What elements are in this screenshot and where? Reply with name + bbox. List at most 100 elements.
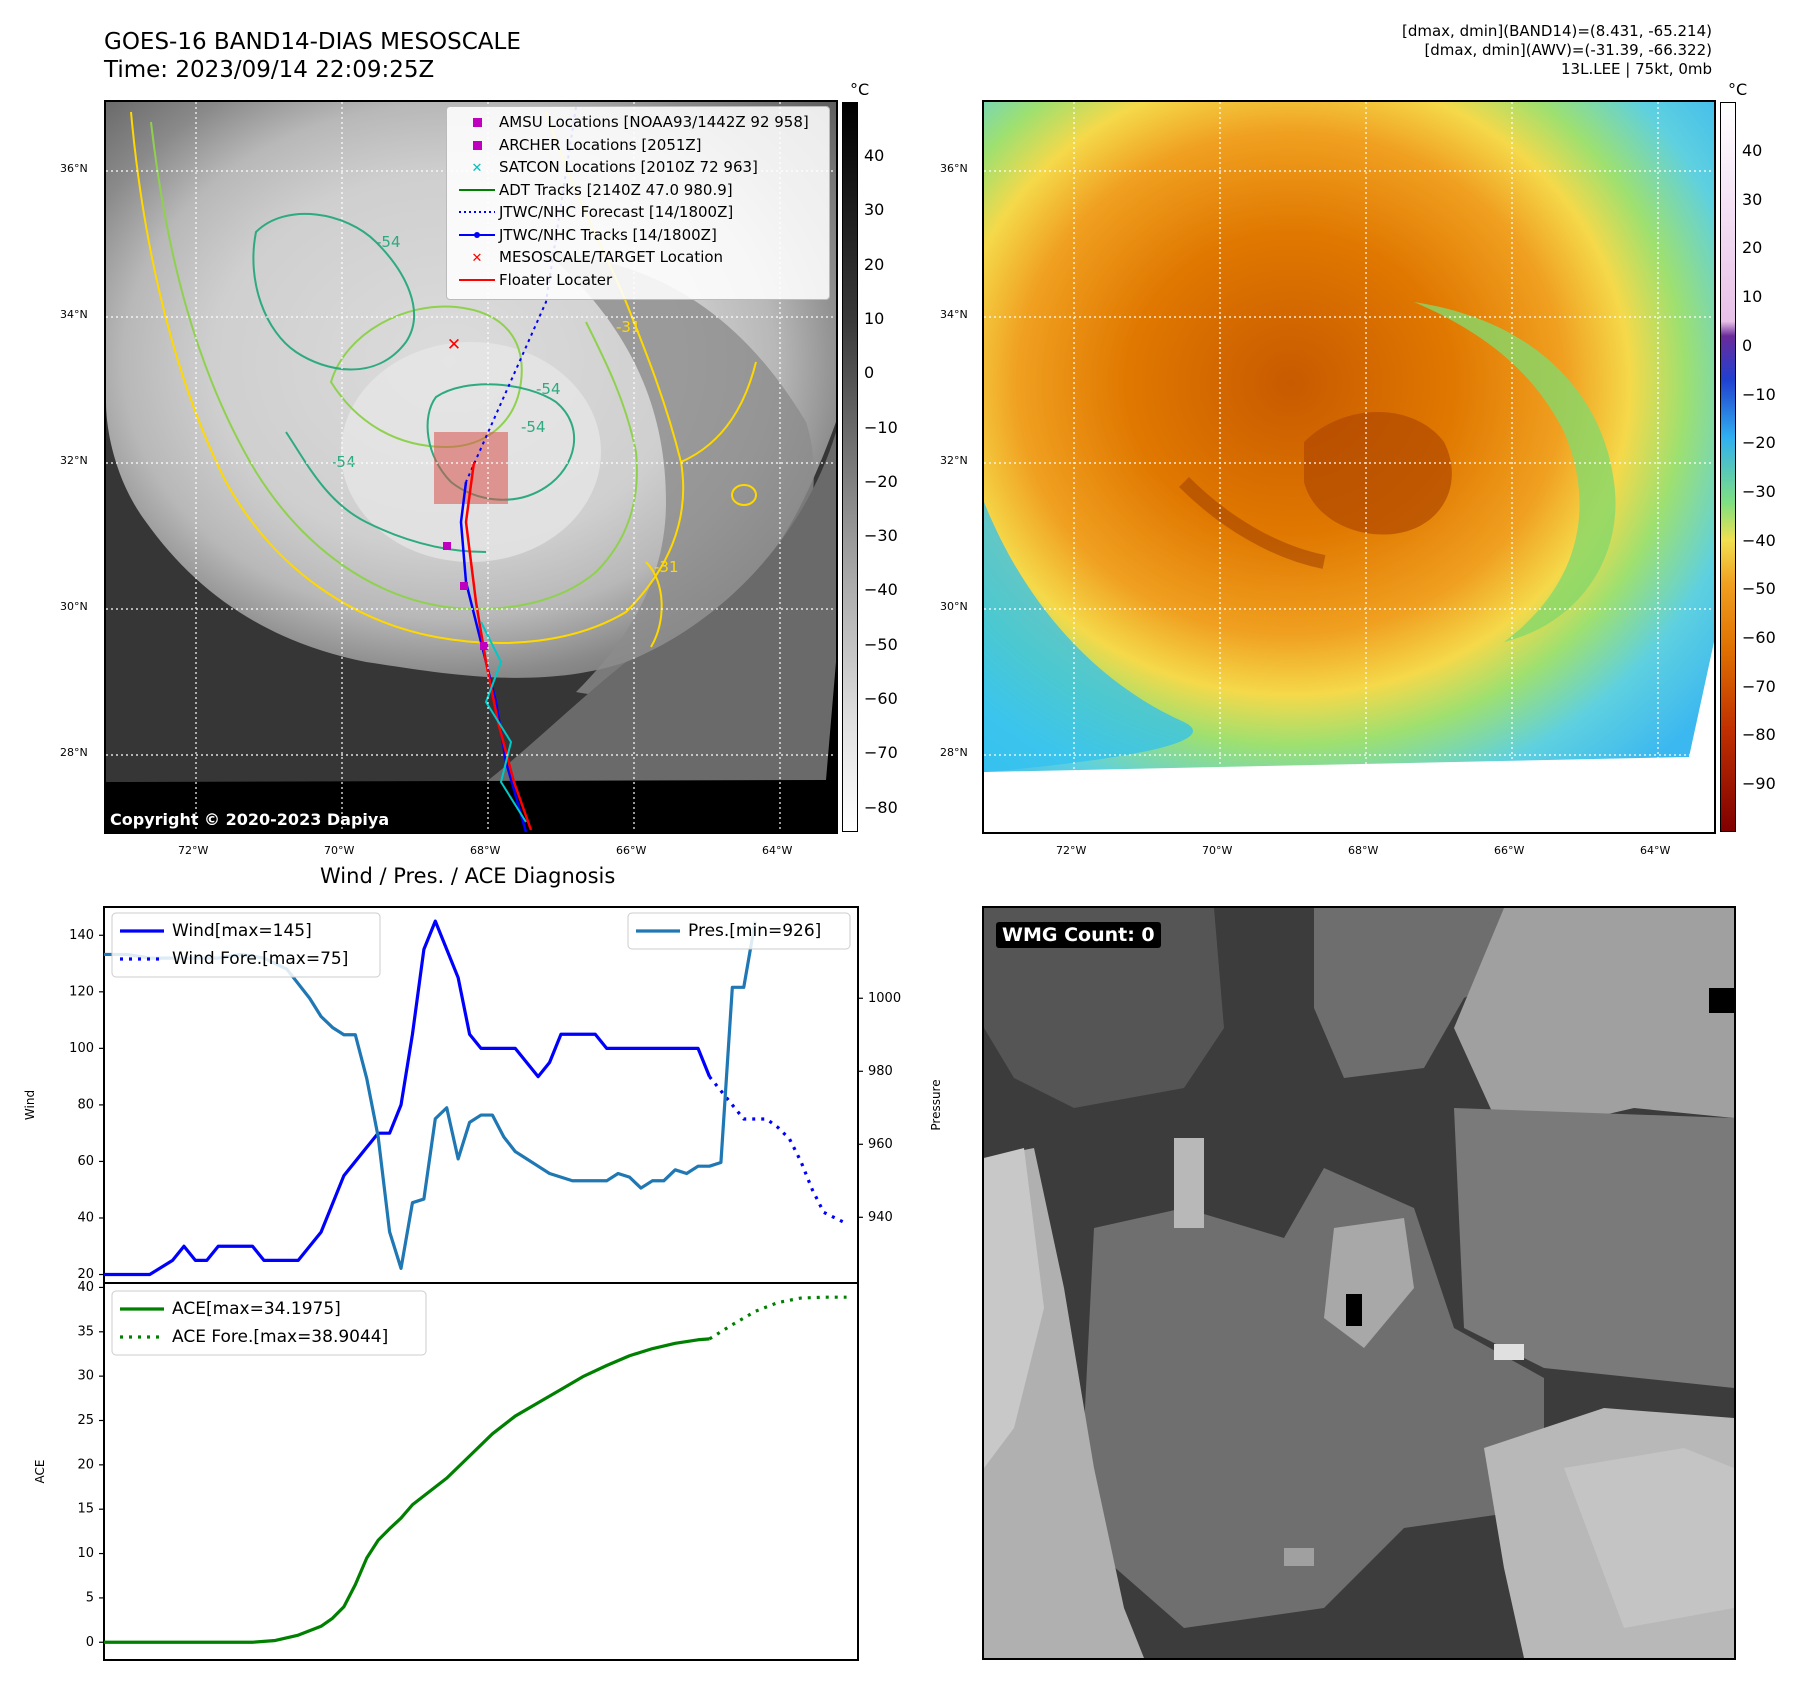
diagnosis-chart: 2040608010012014094096098010000510152025… xyxy=(23,906,943,1661)
wmg-image xyxy=(984,908,1734,1658)
awv-gridlines xyxy=(984,102,1714,832)
tick-label: 20 xyxy=(77,1267,94,1282)
svg-text:✕: ✕ xyxy=(472,251,483,264)
colorbar-tick: 0 xyxy=(1742,335,1753,355)
lat-label: 30°N xyxy=(60,600,88,613)
legend-label: Wind[max=145] xyxy=(172,921,312,941)
contour-label: -54 xyxy=(521,418,546,436)
lat-label: 34°N xyxy=(940,308,968,321)
legend-symbol-icon xyxy=(455,183,499,197)
colorbar-tick: 10 xyxy=(864,308,885,328)
lat-label: 32°N xyxy=(940,454,968,467)
wmg-panel: WMG Count: 0 xyxy=(982,906,1736,1660)
lon-label: 64°W xyxy=(1640,844,1671,857)
gray-colorbar xyxy=(842,102,858,832)
ace-forecast-line xyxy=(708,1295,847,1341)
colorbar-tick: −80 xyxy=(1742,725,1776,745)
storm-info: 13L.LEE | 75kt, 0mb xyxy=(1561,60,1712,78)
legend-label: Wind Fore.[max=75] xyxy=(172,949,348,969)
legend-label: Floater Locater xyxy=(499,270,613,289)
legend-label: AMSU Locations [NOAA93/1442Z 92 958] xyxy=(499,113,809,132)
tick-label: 35 xyxy=(77,1324,94,1339)
tick-label: 100 xyxy=(69,1041,94,1056)
svg-text:✕: ✕ xyxy=(472,161,483,174)
chart-legend-box xyxy=(111,1290,427,1356)
lon-label: 66°W xyxy=(616,844,647,857)
lat-label: 36°N xyxy=(940,162,968,175)
colorbar-tick: −70 xyxy=(1742,676,1776,696)
colorbar-tick: −70 xyxy=(864,743,898,763)
floater-track xyxy=(464,461,533,831)
colorbar-tick: 40 xyxy=(864,146,885,165)
lon-label: 70°W xyxy=(1202,844,1233,857)
awv-map-panel xyxy=(982,100,1716,834)
legend-label: Pres.[min=926] xyxy=(688,921,821,941)
tick-label: 10 xyxy=(77,1546,94,1561)
legend-symbol-icon xyxy=(455,115,499,129)
contour-label: -31 xyxy=(654,558,679,576)
chart-legend-box xyxy=(111,912,381,978)
colorbar-tick: −60 xyxy=(864,689,898,708)
stats-band14: [dmax, dmin](BAND14)=(8.431, -65.214) xyxy=(1401,22,1712,40)
contour-label: -31 xyxy=(616,318,641,336)
legend-label: SATCON Locations [2010Z 72 963] xyxy=(499,158,758,177)
lon-label: 70°W xyxy=(324,844,355,857)
colorbar-tick: 20 xyxy=(1742,238,1763,258)
legend-symbol-icon xyxy=(455,138,499,152)
legend-label: ACE[max=34.1975] xyxy=(172,1299,341,1319)
colorbar-tick: −60 xyxy=(1742,628,1776,647)
legend-symbol-icon: ✕ xyxy=(455,160,499,174)
color-colorbar xyxy=(1720,102,1736,832)
colorbar-tick: −40 xyxy=(864,580,898,600)
colorbar-tick: −20 xyxy=(864,471,898,491)
stats-awv: [dmax, dmin](AWV)=(-31.39, -66.322) xyxy=(1424,41,1712,59)
map-legend: AMSU Locations [NOAA93/1442Z 92 958] ARCH… xyxy=(446,106,830,300)
wind-forecast-line xyxy=(708,1075,848,1226)
colorbar-tick: −50 xyxy=(864,634,898,654)
tick-label: 960 xyxy=(868,1137,893,1152)
lat-label: 34°N xyxy=(60,308,88,321)
lat-label: 28°N xyxy=(940,746,968,759)
tick-label: 120 xyxy=(69,984,94,999)
legend-symbol-icon xyxy=(455,205,499,219)
colorbar-tick: −80 xyxy=(864,797,898,817)
legend-label: JTWC/NHC Tracks [14/1800Z] xyxy=(499,225,717,244)
colorbar-tick: 30 xyxy=(864,200,885,220)
legend-label: JTWC/NHC Forecast [14/1800Z] xyxy=(499,203,734,222)
copyright-text: Copyright © 2020-2023 Dapiya xyxy=(110,810,390,829)
colorbar-unit: °C xyxy=(1728,80,1748,99)
lat-label: 30°N xyxy=(940,600,968,613)
axis-label: Pressure xyxy=(929,1079,943,1130)
lon-label: 68°W xyxy=(1348,844,1379,857)
ir-map-panel: ✕ -54 -54 -54 -54 -31 -31 AMSU Locations… xyxy=(104,100,838,834)
colorbar-tick: −50 xyxy=(1742,579,1776,599)
colorbar-tick: 30 xyxy=(1742,189,1763,209)
lon-label: 64°W xyxy=(762,844,793,857)
lat-label: 36°N xyxy=(60,162,88,175)
ace-plot-frame xyxy=(103,1282,859,1661)
axis-label: Wind xyxy=(23,1090,37,1120)
lon-label: 66°W xyxy=(1494,844,1525,857)
diagnosis-title: Wind / Pres. / ACE Diagnosis xyxy=(320,864,616,888)
lat-label: 28°N xyxy=(60,746,88,759)
legend-label: ARCHER Locations [2051Z] xyxy=(499,135,702,154)
lat-label: 32°N xyxy=(60,454,88,467)
lon-label: 72°W xyxy=(1056,844,1087,857)
colorbar-unit: °C xyxy=(850,80,870,99)
tick-label: 20 xyxy=(77,1457,94,1472)
legend-label: MESOSCALE/TARGET Location xyxy=(499,248,724,267)
tick-label: 940 xyxy=(868,1210,893,1225)
legend-symbol-icon xyxy=(455,273,499,287)
colorbar-tick: 40 xyxy=(1742,141,1763,160)
satcon-track xyxy=(480,621,527,823)
colorbar-tick: −90 xyxy=(1742,774,1776,794)
colorbar-tick: −10 xyxy=(864,417,898,437)
tick-label: 80 xyxy=(77,1097,94,1112)
legend-item: ARCHER Locations [2051Z] xyxy=(455,134,821,157)
tick-label: 40 xyxy=(77,1210,94,1225)
colorbar-tick: −20 xyxy=(1742,433,1776,453)
tick-label: 15 xyxy=(77,1502,94,1517)
tick-label: 25 xyxy=(77,1413,94,1428)
legend-label: ACE Fore.[max=38.9044] xyxy=(172,1327,388,1347)
legend-item: AMSU Locations [NOAA93/1442Z 92 958] xyxy=(455,111,821,134)
